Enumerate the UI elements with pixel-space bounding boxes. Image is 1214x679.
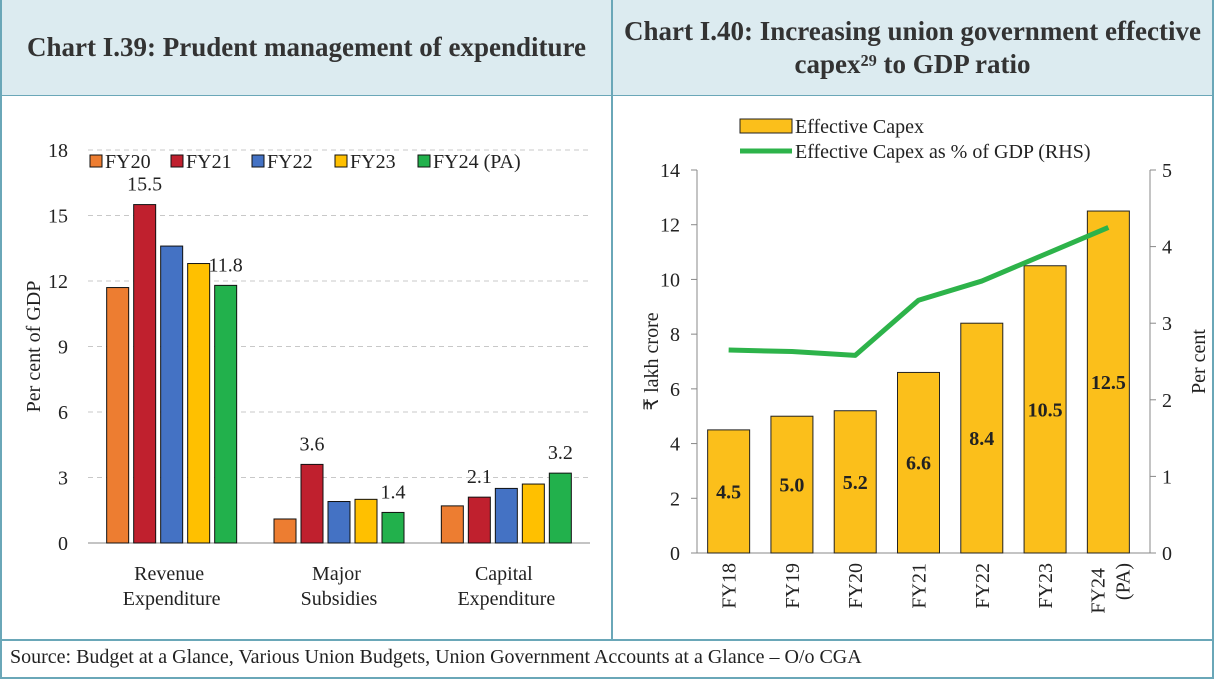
y2-tick-label: 0: [1162, 543, 1172, 565]
legend-swatch: [739, 118, 793, 134]
legend-label: Effective Capex as % of GDP (RHS): [795, 141, 1091, 163]
y-tick-label: 3: [58, 468, 68, 490]
data-label: 5.2: [843, 472, 868, 494]
y2-tick-label: 1: [1162, 466, 1172, 488]
legend-label: FY21: [186, 151, 232, 173]
line: [728, 225, 1110, 358]
y-tick-label: 9: [58, 337, 68, 359]
legend-label: FY23: [350, 151, 396, 173]
chart-title: Chart I.40: Increasing union government …: [613, 0, 1212, 95]
y2-tick-label: 2: [1162, 390, 1172, 412]
legend-label: FY24 (PA): [433, 151, 521, 173]
legend-label: FY22: [267, 151, 313, 173]
y-tick-label: 18: [48, 140, 68, 162]
y-tick-label: 0: [58, 533, 68, 555]
data-label: 3.6: [300, 433, 325, 455]
data-label: 1.4: [381, 481, 406, 503]
bar: [214, 284, 238, 544]
data-label: 3.2: [548, 442, 573, 464]
bar: [440, 505, 464, 544]
x-tick-label: FY18: [719, 563, 741, 609]
legend-swatch: [417, 154, 431, 168]
x-tick-label: FY22: [972, 563, 994, 609]
data-label: 8.4: [969, 428, 994, 450]
x-tick-label: Capital Expenditure: [457, 563, 555, 610]
bar: [133, 204, 157, 544]
data-label: 15.5: [127, 174, 162, 196]
x-tick-label: FY23: [1035, 563, 1057, 609]
bar: [960, 322, 1004, 554]
x-tick-label: FY24 (PA): [1087, 563, 1134, 614]
legend-label: FY20: [105, 151, 151, 173]
bar: [160, 245, 184, 544]
x-tick-label: FY20: [845, 563, 867, 609]
y2-tick-label: 4: [1162, 237, 1172, 259]
bar: [521, 483, 545, 544]
data-label: 6.6: [906, 453, 931, 475]
bar: [273, 518, 297, 544]
y-tick-label: 12: [660, 215, 680, 237]
data-label: 2.1: [467, 466, 492, 488]
x-tick-label: FY19: [782, 563, 804, 609]
y-tick-label: 12: [48, 271, 68, 293]
legend-swatch: [89, 154, 103, 168]
bar: [327, 501, 351, 544]
bar: [187, 263, 211, 544]
y-axis-label: Per cent of GDP: [23, 281, 45, 413]
data-label: 10.5: [1028, 399, 1063, 421]
y2-axis-label: Per cent: [1188, 329, 1210, 394]
y-tick-label: 2: [670, 488, 680, 510]
bar: [770, 415, 814, 554]
y-axis-label: ₹ lakh crore: [641, 312, 663, 410]
bar: [1086, 210, 1130, 554]
y-tick-label: 4: [670, 434, 680, 456]
y-tick-label: 6: [670, 379, 680, 401]
bar: [467, 496, 491, 544]
bar: [707, 429, 751, 554]
y2-tick-label: 5: [1162, 160, 1172, 182]
data-label: 11.8: [209, 254, 243, 276]
data-label: 4.5: [716, 481, 741, 503]
data-label: 5.0: [779, 475, 804, 497]
legend-swatch: [251, 154, 265, 168]
data-label: 12.5: [1091, 372, 1126, 394]
y-tick-label: 0: [670, 543, 680, 565]
y2-tick-label: 3: [1162, 313, 1172, 335]
y-tick-label: 8: [670, 324, 680, 346]
bar: [381, 511, 405, 544]
bar: [833, 410, 877, 554]
x-tick-label: FY21: [909, 563, 931, 609]
legend-label: Effective Capex: [795, 116, 924, 138]
y-tick-label: 15: [48, 206, 68, 228]
chart-title: Chart I.39: Prudent management of expend…: [2, 0, 611, 95]
legend-swatch: [170, 154, 184, 168]
bar: [300, 463, 324, 544]
source: Source: Budget at a Glance, Various Unio…: [10, 646, 862, 668]
bar: [106, 287, 130, 544]
bar: [1023, 265, 1067, 554]
bar: [897, 371, 940, 554]
x-tick-label: Major Subsidies: [301, 563, 378, 610]
legend-swatch: [334, 154, 348, 168]
y-tick-label: 14: [660, 160, 680, 182]
x-tick-label: Revenue Expenditure: [123, 563, 221, 610]
y-tick-label: 6: [58, 402, 68, 424]
bar: [548, 472, 572, 544]
bar: [354, 498, 378, 544]
bar: [494, 487, 518, 544]
y-tick-label: 10: [660, 269, 680, 291]
